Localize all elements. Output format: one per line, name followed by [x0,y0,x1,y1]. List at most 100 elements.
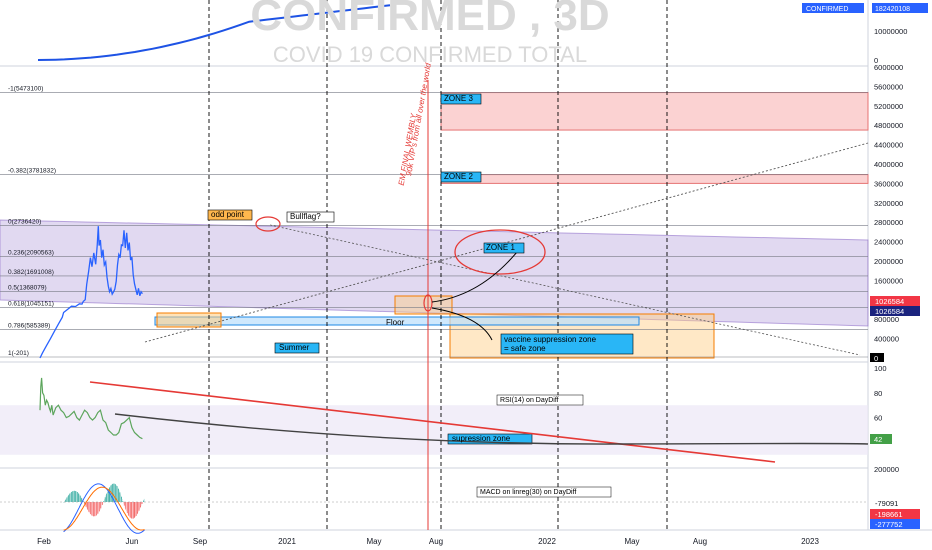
zone2-label: ZONE 2 [444,172,473,181]
macd-histogram-bar [76,491,77,502]
macd-histogram-bar [131,502,133,519]
supression-box [447,433,533,445]
zero-label-bg [870,353,884,362]
macd-histogram-bar [113,483,115,502]
macd-histogram-bar [79,495,81,502]
zone2-box [440,171,482,183]
macd-histogram-bar [98,502,99,513]
total-axis-tick: 10000000 [874,27,907,36]
rsi-axis-tick: 60 [874,414,882,423]
arrow-up [431,251,518,303]
macd-histogram-bar [119,492,121,502]
macd-histogram-bar [89,502,91,514]
macd-histogram-bar [104,497,106,502]
macd-histogram-bar [94,502,96,517]
macd-histogram-bar [93,502,95,517]
macd-histogram-bar [118,490,120,502]
macd-histogram-bar [69,493,71,502]
macd-histogram-bar [77,492,79,502]
main-axis-tick: 800000 [874,315,899,324]
macd-histogram-bar [87,502,88,510]
macd-histogram-bar [141,502,143,504]
macd-histogram-bar [104,499,105,502]
macd-histogram-bar [126,502,127,512]
time-axis-tick: 2022 [538,537,556,546]
macd-title-box [476,486,612,498]
macd-histogram-bar [108,488,110,502]
fib-label: 0(2736420) [8,218,41,225]
symbol-value-bg [872,3,928,13]
main-axis-tick: 3600000 [874,179,903,188]
fib-label: 0.236(2090563) [8,250,54,257]
violet-channel [0,219,869,327]
macd-histogram-bar [125,502,127,510]
macd-line [63,483,145,534]
macd-histogram-bar [64,500,66,502]
odd-point-circle [255,216,281,232]
macd-histogram-bar [67,496,69,502]
main-series-line [39,226,143,359]
macd-histogram-bar [73,490,75,502]
macd-histogram-bar [118,488,119,502]
fib-label: -1(5473100) [8,86,43,93]
macd-histogram-bar [90,502,92,515]
main-axis-tick: 5200000 [874,102,903,111]
time-axis-tick: 2021 [278,537,296,546]
macd-last-bg [870,509,920,519]
watermark-subtitle: COVID 19 CONFIRMED TOTAL [273,42,587,67]
main-axis-tick: 5600000 [874,82,903,91]
macd-histogram-bar [76,492,78,502]
macd-histogram-bar [132,502,134,519]
macd-histogram-bar [137,502,139,513]
main-axis-tick: 4400000 [874,141,903,150]
time-axis-tick: 2023 [801,537,819,546]
macd-histogram-bar [122,501,124,502]
macd-histogram-bar [79,494,80,502]
macd-histogram-bar [143,498,145,502]
decay-dotted-line [269,224,861,356]
signal-line [63,486,145,531]
vaccine-box [500,333,634,355]
vaccine-zone-label-line2: = safe zone [504,344,546,353]
last-value-label: 1026584 [875,307,904,316]
current-point-circle [423,294,433,312]
macd-histogram-bar [101,502,102,507]
bullflag-box [286,211,335,223]
macd-histogram-bar [133,502,135,519]
zone2-rect [440,174,869,184]
rsi-series-line [39,377,143,440]
macd-histogram-bar [139,502,141,510]
rsi-axis-tick: 80 [874,389,882,398]
macd-histogram-bar [127,502,129,515]
time-axis-tick: Sep [193,537,208,546]
bullflag-label: Bullflag? [290,212,321,221]
macd-histogram-bar [107,490,109,502]
time-axis-tick: May [624,537,639,546]
rsi-axis-tick: 100 [874,364,887,373]
drawings-background-layer: -1(5473100) -0.382(3781832) 0(2736420) 0.23… [0,0,869,530]
time-axis-tick: Jun [126,537,139,546]
macd-histogram-bar [71,491,73,502]
macd-histogram-bar [78,493,80,502]
macd-last-bg [870,519,920,529]
macd-histogram-bar [129,502,130,517]
macd-histogram-bar [120,494,122,502]
macd-histogram-bar [117,487,119,502]
main-axis-tick: 4000000 [874,160,903,169]
macd-histogram-bar [123,502,125,506]
macd-histogram-bar [124,502,126,508]
macd-histogram-bar [71,492,72,502]
arrow-down [431,307,493,341]
macd-histogram-bar [86,502,88,509]
macd-histogram-bar [91,502,93,516]
fib-label: 0.618(1045151) [8,300,54,307]
macd-histogram-bar [74,490,76,502]
macd-histogram-bar [85,502,87,507]
main-axis-tick: 4800000 [874,121,903,130]
total-axis-tick: 0 [874,56,878,65]
last-value-label: 1026584 [875,297,904,306]
macd-histogram-bar [72,491,74,502]
macd-histogram-bar [90,502,91,515]
macd-histogram-bar [70,492,72,502]
